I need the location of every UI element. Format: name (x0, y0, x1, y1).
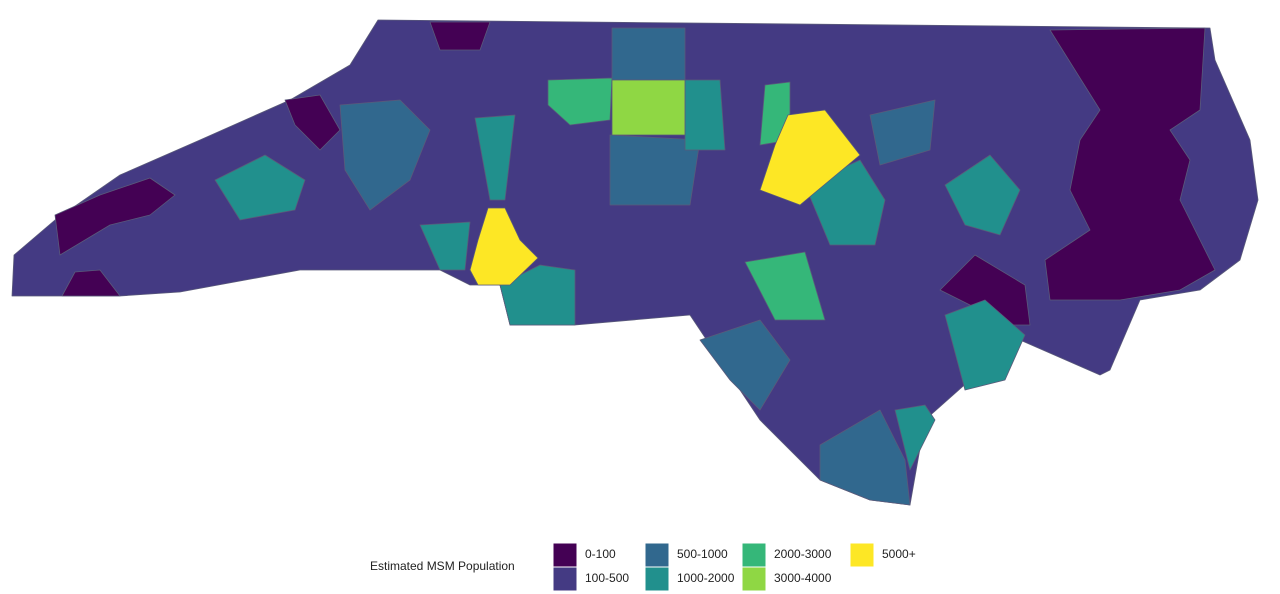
state-map (11, 19, 1259, 506)
legend-swatch (741, 566, 767, 592)
county (611, 79, 686, 136)
legend-swatch (552, 542, 578, 568)
legend-swatch (741, 542, 767, 568)
county (339, 99, 431, 211)
legend-label: 1000-2000 (677, 571, 735, 585)
county (684, 79, 726, 151)
county (1044, 27, 1216, 301)
legend: Estimated MSM Population 0-100 100-500 500… (370, 542, 916, 592)
county (759, 109, 861, 206)
county (547, 77, 613, 126)
county (944, 154, 1021, 236)
county (54, 177, 176, 256)
legend-label: 0-100 (585, 547, 616, 561)
county (214, 154, 306, 221)
county (699, 319, 791, 411)
legend-swatch (644, 566, 670, 592)
county (944, 299, 1026, 391)
legend-swatch (552, 566, 578, 592)
county (469, 207, 539, 286)
legend-swatch (644, 542, 670, 568)
county (869, 99, 936, 166)
legend-title: Estimated MSM Population (370, 559, 515, 573)
county (744, 251, 826, 321)
legend-label: 2000-3000 (774, 547, 832, 561)
county (61, 269, 121, 297)
county (499, 264, 576, 326)
county (419, 221, 471, 271)
legend-label: 3000-4000 (774, 571, 832, 585)
legend-label: 100-500 (585, 571, 629, 585)
county (429, 21, 491, 51)
county (611, 27, 686, 81)
legend-label: 500-1000 (677, 547, 728, 561)
county (284, 94, 341, 151)
legend-label: 5000+ (882, 547, 916, 561)
county (609, 134, 701, 206)
county (474, 114, 516, 201)
county (894, 404, 936, 471)
legend-swatch (849, 542, 875, 568)
county (819, 409, 911, 506)
